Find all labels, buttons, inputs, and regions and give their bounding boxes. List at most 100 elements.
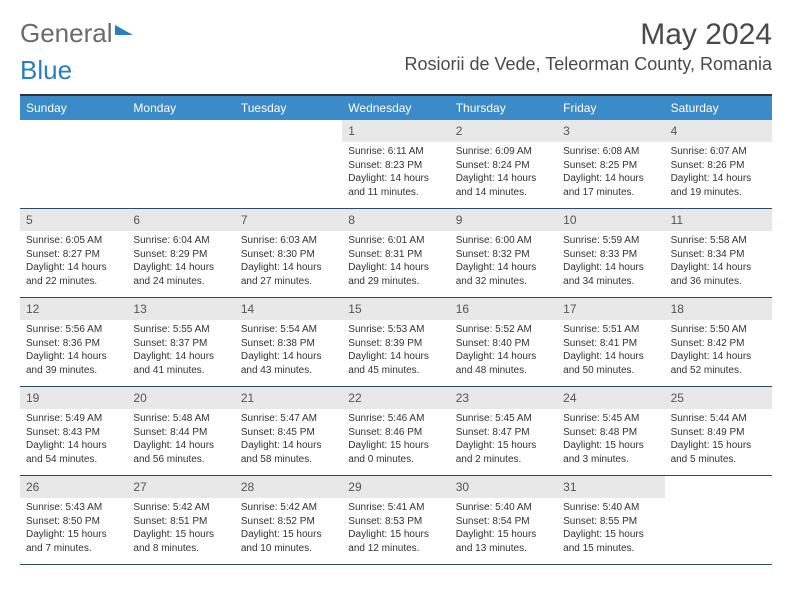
- day-cell: 18Sunrise: 5:50 AMSunset: 8:42 PMDayligh…: [665, 298, 772, 386]
- daylight-text: Daylight: 14 hours and 32 minutes.: [456, 261, 551, 288]
- day-header-cell: Wednesday: [342, 96, 449, 120]
- sunset-text: Sunset: 8:38 PM: [241, 337, 336, 351]
- day-detail: Sunrise: 5:56 AMSunset: 8:36 PMDaylight:…: [20, 320, 127, 382]
- day-detail: Sunrise: 5:40 AMSunset: 8:54 PMDaylight:…: [450, 498, 557, 560]
- day-detail: Sunrise: 5:46 AMSunset: 8:46 PMDaylight:…: [342, 409, 449, 471]
- sunrise-text: Sunrise: 5:56 AM: [26, 323, 121, 337]
- sunset-text: Sunset: 8:48 PM: [563, 426, 658, 440]
- day-cell: 22Sunrise: 5:46 AMSunset: 8:46 PMDayligh…: [342, 387, 449, 475]
- logo-text-1: General: [20, 18, 113, 49]
- daylight-text: Daylight: 15 hours and 15 minutes.: [563, 528, 658, 555]
- day-header-cell: Tuesday: [235, 96, 342, 120]
- logo-sail-icon: [115, 25, 133, 35]
- day-cell: [20, 120, 127, 208]
- sunset-text: Sunset: 8:37 PM: [133, 337, 228, 351]
- day-cell: 12Sunrise: 5:56 AMSunset: 8:36 PMDayligh…: [20, 298, 127, 386]
- day-detail: Sunrise: 6:05 AMSunset: 8:27 PMDaylight:…: [20, 231, 127, 293]
- sunset-text: Sunset: 8:39 PM: [348, 337, 443, 351]
- day-cell: 20Sunrise: 5:48 AMSunset: 8:44 PMDayligh…: [127, 387, 234, 475]
- sunrise-text: Sunrise: 5:45 AM: [456, 412, 551, 426]
- logo-text-2: Blue: [20, 55, 72, 86]
- sunset-text: Sunset: 8:29 PM: [133, 248, 228, 262]
- sunrise-text: Sunrise: 5:59 AM: [563, 234, 658, 248]
- day-number: 11: [665, 209, 772, 231]
- day-cell: 4Sunrise: 6:07 AMSunset: 8:26 PMDaylight…: [665, 120, 772, 208]
- day-detail: Sunrise: 5:48 AMSunset: 8:44 PMDaylight:…: [127, 409, 234, 471]
- daylight-text: Daylight: 14 hours and 54 minutes.: [26, 439, 121, 466]
- day-cell: 28Sunrise: 5:42 AMSunset: 8:52 PMDayligh…: [235, 476, 342, 564]
- sunset-text: Sunset: 8:54 PM: [456, 515, 551, 529]
- daylight-text: Daylight: 15 hours and 5 minutes.: [671, 439, 766, 466]
- daylight-text: Daylight: 14 hours and 34 minutes.: [563, 261, 658, 288]
- sunset-text: Sunset: 8:44 PM: [133, 426, 228, 440]
- day-detail: Sunrise: 6:11 AMSunset: 8:23 PMDaylight:…: [342, 142, 449, 204]
- day-cell: 7Sunrise: 6:03 AMSunset: 8:30 PMDaylight…: [235, 209, 342, 297]
- day-number: 6: [127, 209, 234, 231]
- daylight-text: Daylight: 15 hours and 0 minutes.: [348, 439, 443, 466]
- day-header-cell: Thursday: [450, 96, 557, 120]
- daylight-text: Daylight: 14 hours and 27 minutes.: [241, 261, 336, 288]
- day-cell: 9Sunrise: 6:00 AMSunset: 8:32 PMDaylight…: [450, 209, 557, 297]
- day-number: 19: [20, 387, 127, 409]
- title-block: May 2024 Rosiorii de Vede, Teleorman Cou…: [404, 18, 772, 75]
- sunrise-text: Sunrise: 5:50 AM: [671, 323, 766, 337]
- day-detail: Sunrise: 5:40 AMSunset: 8:55 PMDaylight:…: [557, 498, 664, 560]
- sunset-text: Sunset: 8:41 PM: [563, 337, 658, 351]
- day-detail: Sunrise: 5:54 AMSunset: 8:38 PMDaylight:…: [235, 320, 342, 382]
- calendar: SundayMondayTuesdayWednesdayThursdayFrid…: [20, 94, 772, 565]
- sunrise-text: Sunrise: 5:42 AM: [133, 501, 228, 515]
- day-number: 21: [235, 387, 342, 409]
- sunset-text: Sunset: 8:46 PM: [348, 426, 443, 440]
- day-detail: Sunrise: 5:58 AMSunset: 8:34 PMDaylight:…: [665, 231, 772, 293]
- sunrise-text: Sunrise: 5:46 AM: [348, 412, 443, 426]
- daylight-text: Daylight: 14 hours and 39 minutes.: [26, 350, 121, 377]
- day-number: 5: [20, 209, 127, 231]
- sunset-text: Sunset: 8:26 PM: [671, 159, 766, 173]
- sunrise-text: Sunrise: 6:11 AM: [348, 145, 443, 159]
- sunset-text: Sunset: 8:31 PM: [348, 248, 443, 262]
- day-number: 13: [127, 298, 234, 320]
- sunrise-text: Sunrise: 5:45 AM: [563, 412, 658, 426]
- day-cell: 25Sunrise: 5:44 AMSunset: 8:49 PMDayligh…: [665, 387, 772, 475]
- daylight-text: Daylight: 14 hours and 52 minutes.: [671, 350, 766, 377]
- day-header-cell: Saturday: [665, 96, 772, 120]
- sunrise-text: Sunrise: 5:51 AM: [563, 323, 658, 337]
- day-cell: 3Sunrise: 6:08 AMSunset: 8:25 PMDaylight…: [557, 120, 664, 208]
- day-number: 15: [342, 298, 449, 320]
- sunset-text: Sunset: 8:36 PM: [26, 337, 121, 351]
- daylight-text: Daylight: 14 hours and 50 minutes.: [563, 350, 658, 377]
- day-detail: Sunrise: 5:44 AMSunset: 8:49 PMDaylight:…: [665, 409, 772, 471]
- sunset-text: Sunset: 8:47 PM: [456, 426, 551, 440]
- day-cell: 2Sunrise: 6:09 AMSunset: 8:24 PMDaylight…: [450, 120, 557, 208]
- sunrise-text: Sunrise: 5:40 AM: [563, 501, 658, 515]
- sunrise-text: Sunrise: 6:05 AM: [26, 234, 121, 248]
- day-cell: 17Sunrise: 5:51 AMSunset: 8:41 PMDayligh…: [557, 298, 664, 386]
- sunset-text: Sunset: 8:27 PM: [26, 248, 121, 262]
- sunrise-text: Sunrise: 5:52 AM: [456, 323, 551, 337]
- day-cell: [127, 120, 234, 208]
- day-cell: 27Sunrise: 5:42 AMSunset: 8:51 PMDayligh…: [127, 476, 234, 564]
- day-number: 25: [665, 387, 772, 409]
- day-number: 4: [665, 120, 772, 142]
- day-cell: 11Sunrise: 5:58 AMSunset: 8:34 PMDayligh…: [665, 209, 772, 297]
- day-cell: 6Sunrise: 6:04 AMSunset: 8:29 PMDaylight…: [127, 209, 234, 297]
- sunset-text: Sunset: 8:23 PM: [348, 159, 443, 173]
- day-detail: Sunrise: 6:09 AMSunset: 8:24 PMDaylight:…: [450, 142, 557, 204]
- day-detail: Sunrise: 6:07 AMSunset: 8:26 PMDaylight:…: [665, 142, 772, 204]
- day-number: 18: [665, 298, 772, 320]
- day-cell: 5Sunrise: 6:05 AMSunset: 8:27 PMDaylight…: [20, 209, 127, 297]
- day-detail: Sunrise: 6:04 AMSunset: 8:29 PMDaylight:…: [127, 231, 234, 293]
- day-header-cell: Friday: [557, 96, 664, 120]
- daylight-text: Daylight: 14 hours and 48 minutes.: [456, 350, 551, 377]
- daylight-text: Daylight: 14 hours and 19 minutes.: [671, 172, 766, 199]
- day-cell: [235, 120, 342, 208]
- day-cell: 8Sunrise: 6:01 AMSunset: 8:31 PMDaylight…: [342, 209, 449, 297]
- sunset-text: Sunset: 8:32 PM: [456, 248, 551, 262]
- day-number: 26: [20, 476, 127, 498]
- sunrise-text: Sunrise: 6:09 AM: [456, 145, 551, 159]
- sunset-text: Sunset: 8:43 PM: [26, 426, 121, 440]
- daylight-text: Daylight: 14 hours and 36 minutes.: [671, 261, 766, 288]
- day-cell: 21Sunrise: 5:47 AMSunset: 8:45 PMDayligh…: [235, 387, 342, 475]
- sunrise-text: Sunrise: 5:42 AM: [241, 501, 336, 515]
- week-row: 5Sunrise: 6:05 AMSunset: 8:27 PMDaylight…: [20, 209, 772, 298]
